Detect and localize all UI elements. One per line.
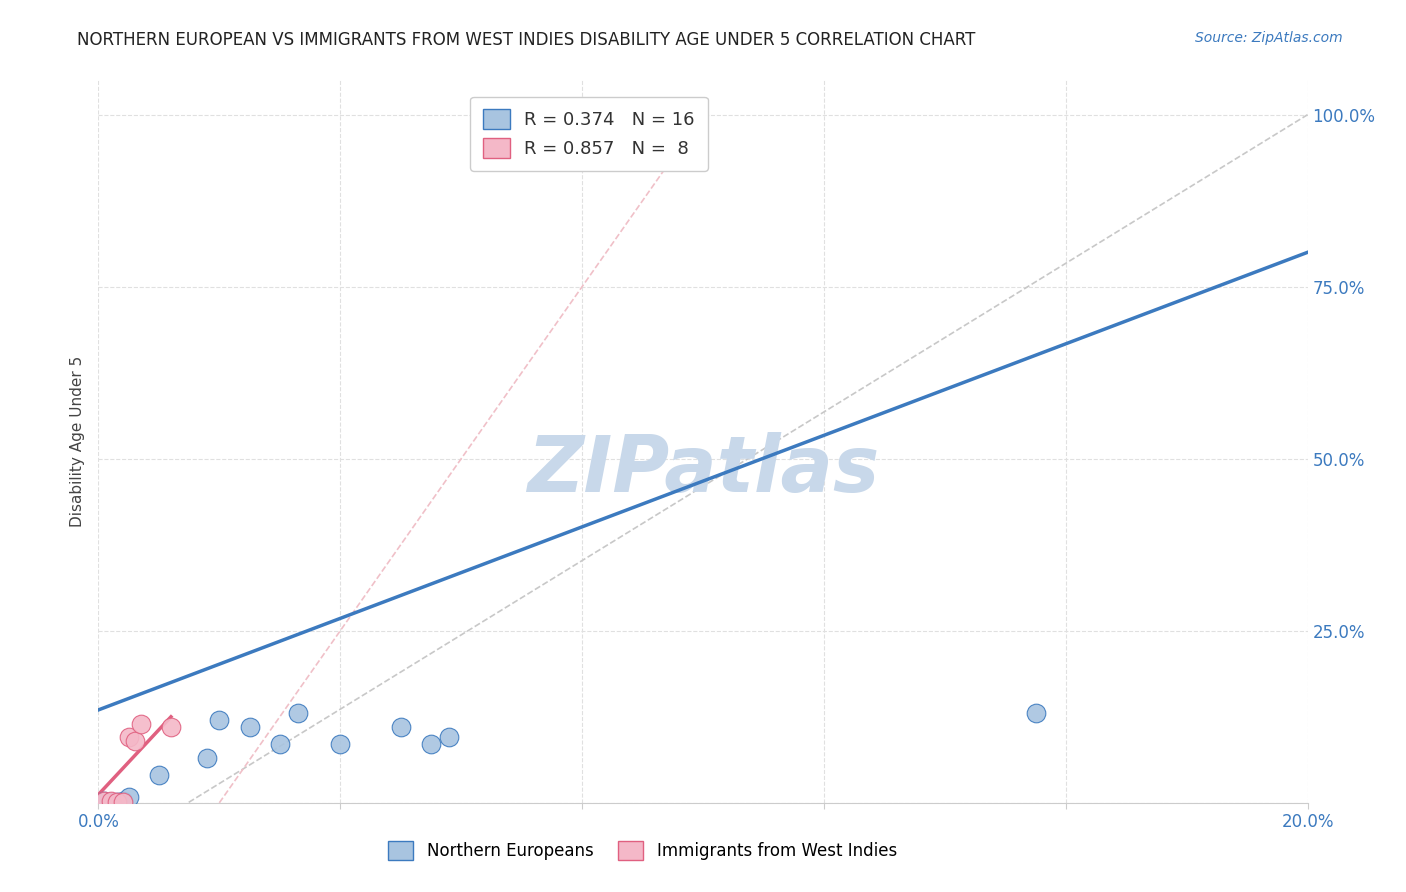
Point <box>389 720 412 734</box>
Point <box>148 768 170 782</box>
Point <box>437 731 460 745</box>
Point <box>160 720 183 734</box>
Text: ZIPatlas: ZIPatlas <box>527 433 879 508</box>
Point <box>208 713 231 727</box>
Point <box>195 751 218 765</box>
Legend: Northern Europeans, Immigrants from West Indies: Northern Europeans, Immigrants from West… <box>381 835 904 867</box>
Point <box>105 795 128 809</box>
Point <box>124 734 146 748</box>
Point <box>93 794 115 808</box>
Y-axis label: Disability Age Under 5: Disability Age Under 5 <box>69 356 84 527</box>
Point <box>420 737 443 751</box>
Point <box>129 716 152 731</box>
Point <box>105 795 128 809</box>
Point <box>1024 706 1046 721</box>
Text: Source: ZipAtlas.com: Source: ZipAtlas.com <box>1195 31 1343 45</box>
Point <box>269 737 291 751</box>
Point <box>287 706 309 721</box>
Point <box>111 795 134 809</box>
Point <box>93 794 115 808</box>
Point <box>111 794 134 808</box>
Point <box>118 731 141 745</box>
Point <box>329 737 352 751</box>
Text: NORTHERN EUROPEAN VS IMMIGRANTS FROM WEST INDIES DISABILITY AGE UNDER 5 CORRELAT: NORTHERN EUROPEAN VS IMMIGRANTS FROM WES… <box>77 31 976 49</box>
Point <box>100 794 122 808</box>
Point <box>100 795 122 809</box>
Point <box>239 720 262 734</box>
Point <box>118 790 141 805</box>
